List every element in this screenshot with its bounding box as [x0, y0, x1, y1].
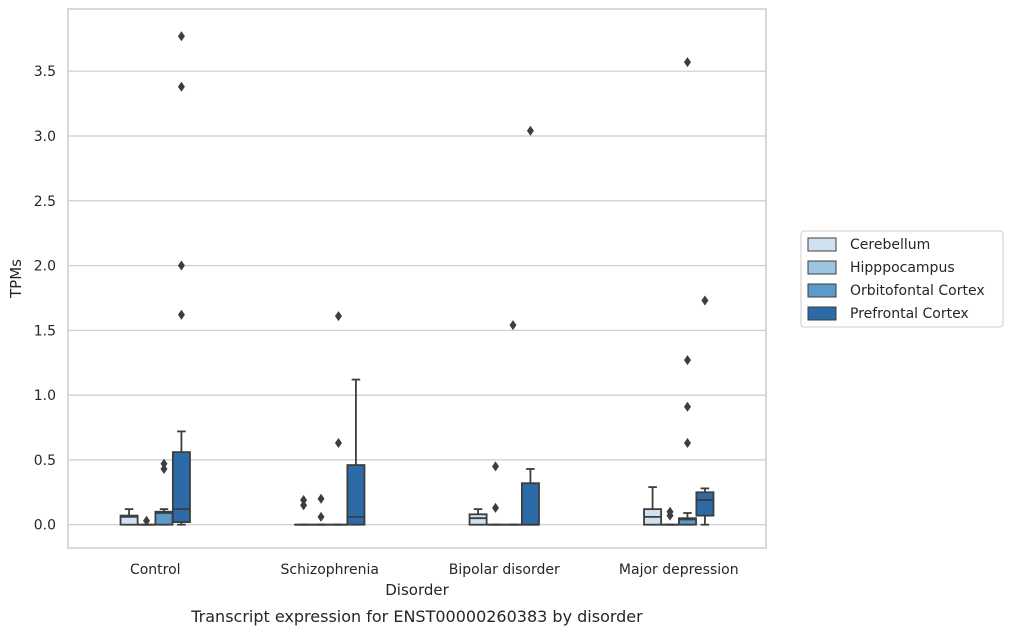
- legend-label: Cerebellum: [850, 237, 930, 253]
- box-hipppocampus: [311, 493, 331, 526]
- box-hipppocampus: [486, 461, 505, 526]
- outlier-point: [300, 495, 308, 506]
- outlier-point: [317, 493, 325, 504]
- outlier-point: [683, 355, 691, 366]
- box-prefrontal-cortex: [695, 295, 715, 526]
- box: [695, 491, 715, 517]
- box-hipppocampus: [660, 506, 680, 526]
- outlier-point: [160, 463, 168, 474]
- x-tick-label: Control: [130, 562, 181, 578]
- legend-swatch: [807, 260, 837, 275]
- outlier-point: [701, 295, 709, 306]
- y-tick-label: 1.0: [34, 388, 56, 404]
- legend-frame: [800, 230, 1004, 328]
- y-tick-label: 2.5: [34, 194, 56, 210]
- outlier-point: [526, 125, 534, 136]
- box: [119, 514, 139, 526]
- y-tick-label: 2.0: [34, 259, 56, 275]
- legend-label: Prefrontal Cortex: [850, 306, 969, 322]
- box: [346, 464, 366, 526]
- outlier-point: [334, 438, 342, 449]
- box-orbitofontal-cortex: [503, 320, 523, 526]
- chart-caption: Transcript expression for ENST0000026038…: [190, 607, 643, 626]
- outlier-point: [683, 438, 691, 449]
- box-prefrontal-cortex: [171, 31, 191, 526]
- outlier-point: [177, 260, 185, 271]
- legend-swatch: [807, 237, 837, 252]
- legend: Cerebellum Hipppocampus Orbitofontal Corte…: [800, 230, 1004, 328]
- box-plots: [119, 31, 715, 526]
- legend-label: Hipppocampus: [850, 260, 955, 276]
- box-cerebellum: [119, 508, 139, 526]
- x-axis-title: Disorder: [385, 581, 449, 599]
- x-tick-label: Schizophrenia: [281, 562, 379, 578]
- outlier-point: [300, 500, 308, 511]
- outlier-point: [492, 461, 500, 472]
- box-cerebellum: [468, 508, 488, 526]
- legend-swatch: [807, 306, 837, 321]
- box-orbitofontal-cortex: [329, 311, 348, 526]
- outlier-point: [666, 506, 674, 517]
- box-prefrontal-cortex: [346, 378, 366, 526]
- outlier-point: [177, 81, 185, 92]
- outlier-point: [509, 320, 517, 331]
- outlier-point: [492, 502, 500, 513]
- box-hipppocampus: [137, 515, 156, 526]
- box-prefrontal-cortex: [520, 125, 540, 526]
- box: [171, 451, 191, 523]
- box-cerebellum: [643, 486, 663, 526]
- box-orbitofontal-cortex: [154, 458, 174, 526]
- outlier-point: [160, 458, 168, 469]
- outlier-point: [177, 309, 185, 320]
- box-cerebellum: [294, 495, 314, 526]
- outlier-point: [177, 31, 185, 42]
- y-tick-label: 3.5: [34, 64, 56, 80]
- outlier-point: [683, 401, 691, 412]
- outlier-point: [317, 511, 325, 522]
- y-tick-label: 0.0: [34, 518, 56, 534]
- box: [678, 517, 697, 526]
- plot-frame: [67, 8, 767, 549]
- x-axis-ticks: Control Schizophrenia Bipolar disorder Majo…: [130, 562, 739, 578]
- y-tick-label: 3.0: [34, 129, 56, 145]
- x-tick-label: Bipolar disorder: [449, 562, 560, 578]
- legend-swatch: [807, 283, 837, 298]
- y-axis-ticks: 0.0 0.5 1.0 1.5 2.0 2.5 3.0 3.5: [34, 64, 56, 533]
- box: [468, 513, 488, 526]
- outlier-point: [334, 311, 342, 322]
- box: [520, 482, 540, 526]
- box-orbitofontal-cortex: [678, 57, 697, 526]
- y-tick-label: 1.5: [34, 323, 56, 339]
- outlier-point: [143, 515, 151, 526]
- outlier-point: [683, 57, 691, 68]
- y-tick-label: 0.5: [34, 453, 56, 469]
- x-tick-label: Major depression: [619, 562, 739, 578]
- legend-label: Orbitofontal Cortex: [850, 283, 985, 299]
- y-axis-title: TPMs: [7, 259, 25, 299]
